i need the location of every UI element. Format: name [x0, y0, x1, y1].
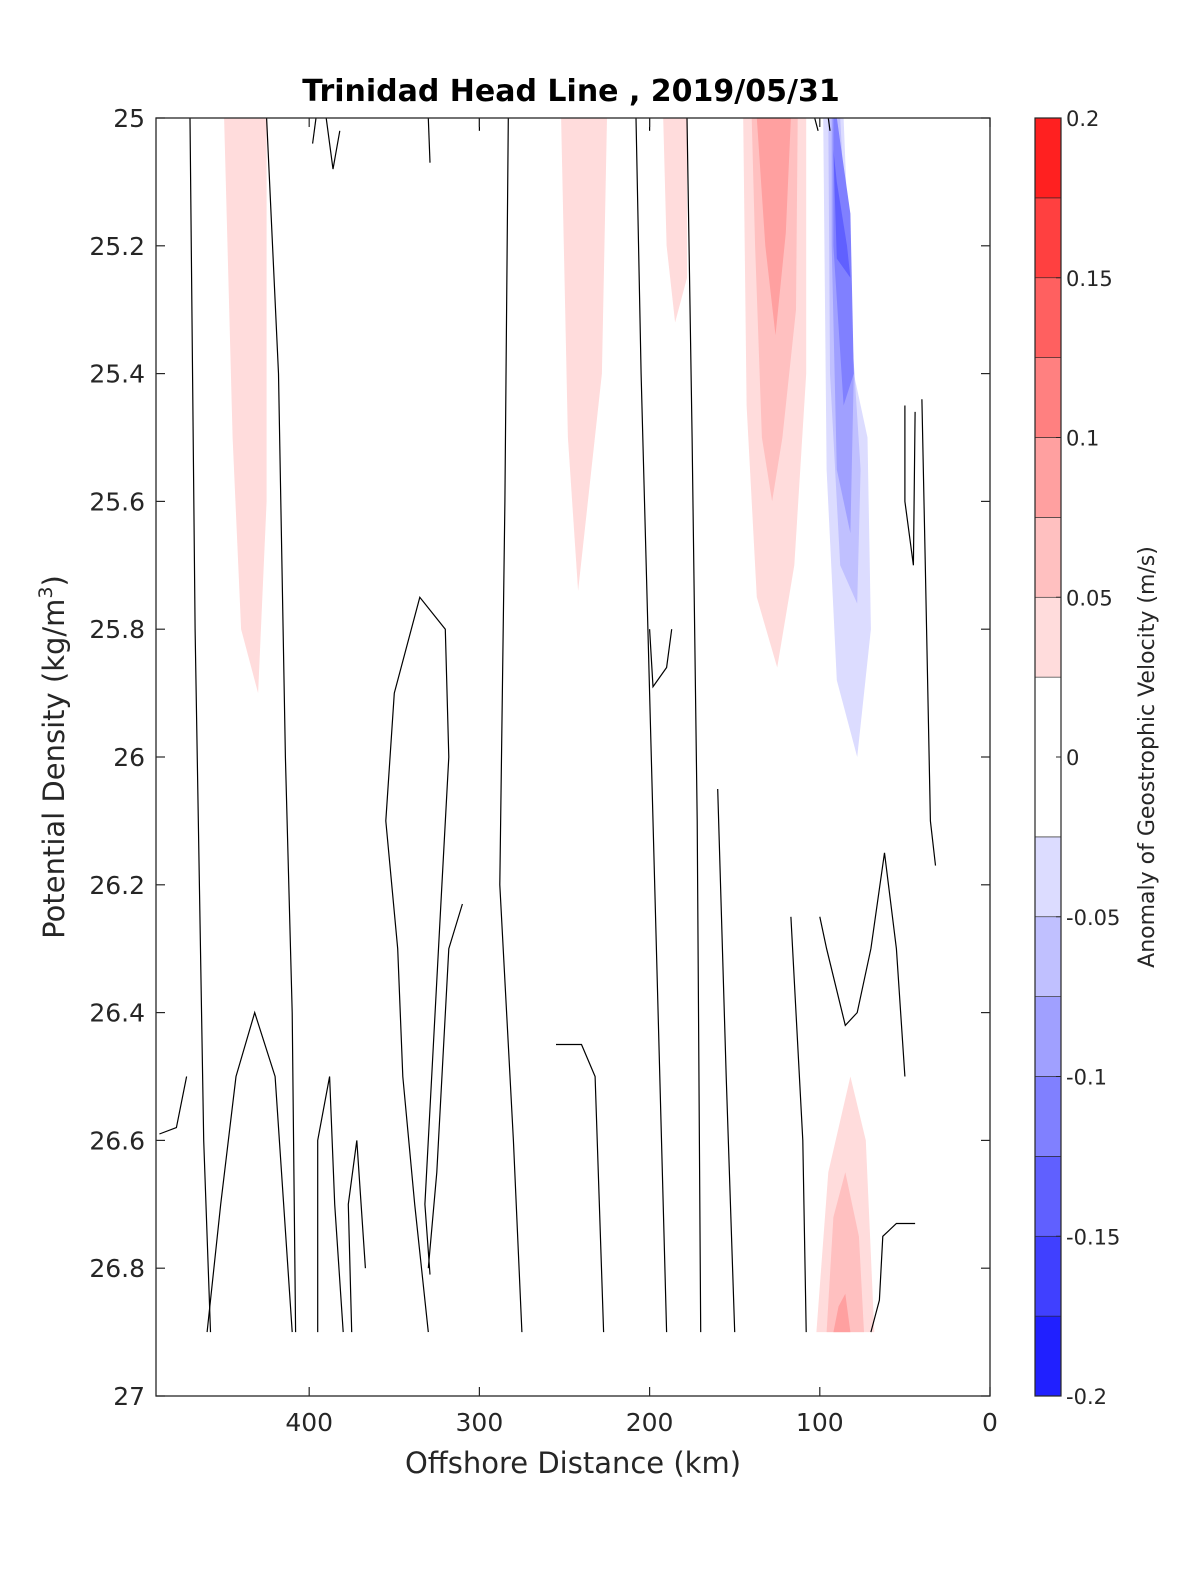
zero-contour-line-11	[827, 117, 831, 131]
colorbar-tick-label-0.1: 0.1	[1066, 427, 1099, 451]
zero-contour-line-22	[819, 852, 906, 1077]
velocity-region-9	[467, 118, 483, 291]
colorbar-band-2	[1034, 1156, 1062, 1237]
zero-contour-line-0	[189, 117, 212, 1333]
zero-contour-line-19	[649, 629, 673, 689]
colorbar-band-5	[1034, 916, 1062, 997]
y-tick-label-25.8: 25.8	[89, 615, 145, 644]
colorbar-band-0	[1034, 1315, 1062, 1397]
zero-contour-line-20	[717, 788, 736, 1333]
y-tick-label-26.4: 26.4	[89, 999, 145, 1028]
velocity-region-8	[833, 1293, 851, 1333]
y-tick-label-26.2: 26.2	[89, 871, 145, 900]
colorbar-band-11	[1034, 357, 1062, 438]
zero-contour-line-17	[427, 903, 463, 1269]
colorbar-band-3	[1034, 1076, 1062, 1157]
y-axis-label-tail: )	[37, 575, 71, 586]
velocity-region-16	[833, 150, 851, 278]
y-tick-label-25.4: 25.4	[89, 360, 145, 389]
y-axis-ticks: 25 25.2 25.4 25.6 25.8 26 26.2 26.4 26.6 26.8 27	[89, 104, 990, 1411]
velocity-region-0	[224, 118, 267, 694]
y-tick-label-26.8: 26.8	[89, 1254, 145, 1283]
colorbar-tick-label--0.05: -0.05	[1066, 906, 1120, 930]
colorbar-band-4	[1034, 996, 1062, 1077]
zero-contour-line-4	[427, 117, 431, 163]
colorbar-tick-label-0: 0	[1066, 746, 1079, 770]
zero-contour-line-3	[325, 117, 341, 170]
zero-contour-line-13	[206, 1010, 293, 1333]
colorbar-band-9	[1034, 517, 1062, 598]
y-tick-label-25.6: 25.6	[89, 487, 145, 516]
velocity-region-7	[826, 1172, 864, 1333]
colorbar-label: Anomaly of Geostrophic Velocity (m/s)	[1135, 546, 1160, 968]
zero-contour-line-10	[814, 117, 819, 131]
velocity-region-1	[561, 118, 607, 591]
x-tick-label-0: 0	[982, 1408, 998, 1437]
colorbar-band-14	[1034, 117, 1062, 199]
zero-contour-line-6	[499, 117, 523, 1333]
zero-contour-line-25	[870, 1222, 916, 1333]
colorbar-tick-label-0.2: 0.2	[1066, 107, 1099, 131]
x-axis-ticks: 400 300 200 100 0	[285, 118, 998, 1437]
colorbar-swatches	[1034, 117, 1062, 1397]
velocity-region-20	[777, 1281, 800, 1333]
x-tick-label-400: 400	[285, 1408, 333, 1437]
zero-contour-line-7	[635, 117, 668, 1333]
colorbar-band-6	[1034, 836, 1062, 918]
zero-contour-line-24	[921, 399, 937, 866]
colorbar-tick-label--0.2: -0.2	[1066, 1385, 1107, 1409]
colorbar-band-13	[1034, 197, 1062, 279]
colorbar: -0.2 -0.15 -0.1 -0.05 0 0.05 0.1 0.15 0.2	[1034, 107, 1120, 1409]
colorbar-band-12	[1034, 277, 1062, 358]
x-tick-label-200: 200	[626, 1408, 674, 1437]
colorbar-tick-label-0.05: 0.05	[1066, 586, 1113, 610]
y-tick-label-25.2: 25.2	[89, 232, 145, 261]
velocity-region-17	[777, 948, 790, 1141]
velocity-fill-layer	[224, 118, 882, 1333]
velocity-region-18	[224, 1229, 255, 1333]
plot-area: 400 300 200 100 0 25 25.2 25.4 25.6 25.8 26 26.2 26…	[89, 104, 998, 1437]
zero-contour-line-18	[556, 1043, 605, 1333]
velocity-region-5	[756, 118, 791, 336]
zero-contour-line-15	[347, 1140, 366, 1333]
y-axis-label: Potential Density (kg/m3)	[35, 575, 71, 939]
colorbar-band-8	[1034, 596, 1062, 678]
y-axis-label-main: Potential Density (kg/m	[37, 599, 71, 939]
colorbar-tick-label--0.15: -0.15	[1066, 1225, 1120, 1249]
velocity-region-10	[705, 118, 727, 540]
y-axis-label-sup: 3	[35, 586, 57, 598]
velocity-region-2	[663, 118, 687, 323]
zero-contour-line-1	[266, 117, 297, 1333]
colorbar-band-1	[1034, 1235, 1062, 1317]
y-tick-label-27: 27	[113, 1382, 145, 1411]
colorbar-ticks: -0.2 -0.15 -0.1 -0.05 0 0.05 0.1 0.15 0.2	[1056, 107, 1120, 1409]
zero-contour-line-9	[686, 117, 702, 1333]
y-tick-label-26: 26	[113, 743, 145, 772]
zero-contour-line-14	[317, 1076, 344, 1333]
x-tick-label-100: 100	[796, 1408, 844, 1437]
zero-contour-line-23	[904, 405, 916, 566]
y-tick-label-25: 25	[113, 104, 145, 133]
zero-contour-line-2	[312, 117, 317, 144]
zero-contour-line-21	[790, 916, 807, 1333]
zero-contour-line-12	[159, 1076, 188, 1135]
y-tick-label-26.6: 26.6	[89, 1126, 145, 1155]
velocity-region-19	[573, 1223, 602, 1333]
colorbar-band-10	[1034, 437, 1062, 518]
x-tick-label-300: 300	[456, 1408, 504, 1437]
colorbar-tick-label-0.15: 0.15	[1066, 267, 1113, 291]
zero-contour-line-16	[385, 595, 450, 1333]
colorbar-tick-label--0.1: -0.1	[1066, 1066, 1107, 1090]
x-axis-label: Offshore Distance (km)	[405, 1446, 741, 1480]
chart-title: Trinidad Head Line , 2019/05/31	[302, 74, 839, 109]
contour-line-layer	[159, 117, 937, 1333]
